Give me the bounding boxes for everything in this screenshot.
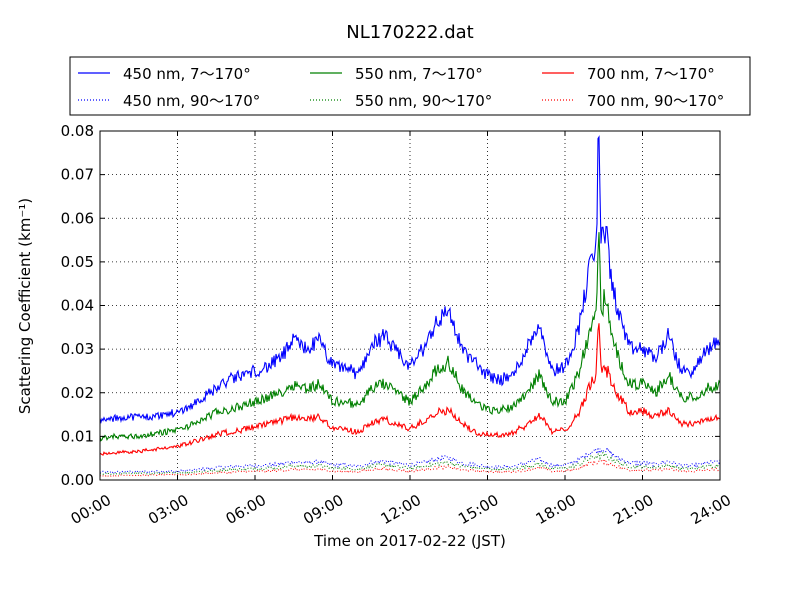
y-axis-label: Scattering Coefficient (km⁻¹) — [16, 198, 34, 414]
legend-label: 550 nm, 90～170° — [355, 92, 492, 110]
legend-box — [69, 56, 751, 116]
y-tick-label: 0.05 — [61, 253, 94, 271]
y-tick-label: 0.08 — [61, 122, 94, 140]
y-tick-label: 0.07 — [61, 166, 94, 184]
chart-title: NL170222.dat — [346, 22, 473, 43]
y-tick-label: 0.04 — [61, 297, 94, 315]
series-line — [99, 323, 721, 456]
y-tick-label: 0.01 — [61, 427, 94, 445]
y-tick-label: 0.00 — [61, 471, 94, 489]
series-line — [99, 458, 721, 477]
legend-label: 700 nm, 90～170° — [587, 92, 724, 110]
y-tick-label: 0.02 — [61, 384, 94, 402]
series-line — [99, 445, 721, 474]
series-line — [99, 135, 721, 425]
legend-label: 450 nm, 7～170° — [123, 65, 251, 83]
legend-label: 450 nm, 90～170° — [123, 92, 260, 110]
series-line — [99, 452, 721, 476]
legend-label: 700 nm, 7～170° — [587, 65, 715, 83]
y-tick-label: 0.03 — [61, 340, 94, 358]
x-axis-label: Time on 2017-02-22 (JST) — [313, 532, 506, 550]
y-tick-label: 0.06 — [61, 209, 94, 227]
legend: 450 nm, 7～170° 550 nm, 7～170° 700 nm, 7～17… — [69, 56, 751, 116]
series-line — [99, 232, 721, 442]
legend-label: 550 nm, 7～170° — [355, 65, 483, 83]
